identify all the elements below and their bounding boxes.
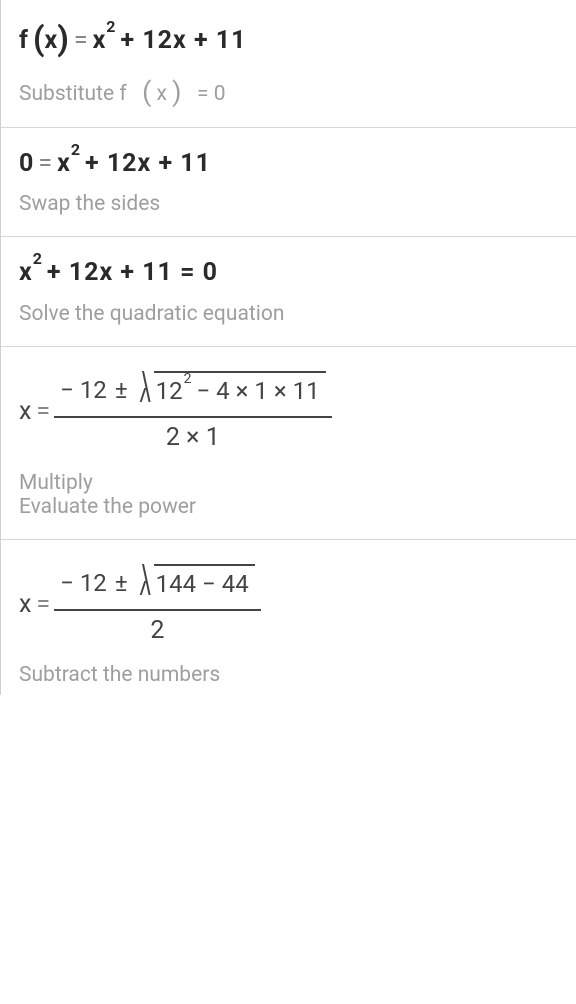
description-4: Multiply Evaluate the power (19, 471, 558, 519)
fraction-numerator: − 12 ± 144 − 44 (54, 560, 261, 611)
sqrt-content: 144 − 44 (154, 564, 255, 603)
desc-line-2: Evaluate the power (19, 495, 558, 519)
var-x: x (45, 25, 58, 58)
rhs-rest: + 12x + 11 = 0 (47, 257, 218, 290)
paren-close: ) (57, 19, 69, 62)
fraction-numerator: − 12 ± 12 2 − 4 × 1 × 11 (54, 367, 331, 418)
paren-open: ( (33, 19, 45, 62)
sqrt-content: 12 2 − 4 × 1 × 11 (154, 371, 326, 410)
equation-2: 0 = x 2 + 12x + 11 (19, 148, 558, 181)
description-5: Subtract the numbers (19, 663, 558, 687)
equation-5: x = − 12 ± 144 − 44 2 (19, 560, 558, 652)
equation-3: x 2 + 12x + 11 = 0 (19, 257, 558, 290)
rhs-base: x (93, 25, 106, 58)
description-1: Substitute f ( x ) = 0 (19, 75, 558, 107)
sqrt: 12 2 − 4 × 1 × 11 (136, 371, 326, 410)
equation-1: f ( x ) = x 2 + 12x + 11 (19, 20, 558, 63)
desc-var: x (157, 82, 167, 106)
equals-sign: = (38, 148, 52, 181)
step-2: 0 = x 2 + 12x + 11 Swap the sides (1, 128, 576, 238)
rhs-base: x (19, 257, 32, 290)
step-4: x = − 12 ± 12 2 − 4 × 1 × 11 2 × (1, 347, 576, 540)
func-name: f (19, 25, 28, 58)
description-2: Swap the sides (19, 192, 558, 216)
num-before: − 12 (60, 568, 107, 599)
rhs-exponent: 2 (106, 17, 115, 38)
rhs-rest: + 12x + 11 (85, 148, 211, 181)
rhs-base: x (57, 148, 70, 181)
fraction-denominator: 2 × 1 (160, 418, 226, 459)
rhs-exponent: 2 (71, 140, 80, 161)
sqrt-sign-icon (136, 371, 154, 410)
equation-4: x = − 12 ± 12 2 − 4 × 1 × 11 2 × (19, 367, 558, 459)
plus-minus: ± (115, 375, 128, 406)
desc-paren-close: ) (172, 76, 181, 108)
plus-minus: ± (115, 568, 128, 599)
equals-sign: = (74, 25, 88, 58)
step-3: x 2 + 12x + 11 = 0 Solve the quadratic e… (1, 237, 576, 347)
fraction: − 12 ± 12 2 − 4 × 1 × 11 2 × 1 (54, 367, 331, 459)
lhs: x (19, 589, 31, 622)
equals-sign: = (36, 396, 50, 429)
fraction-denominator: 2 (144, 611, 170, 652)
sqrt: 144 − 44 (136, 564, 255, 603)
equals-sign: = (36, 589, 50, 622)
desc-line-1: Multiply (19, 471, 558, 495)
desc-text-after: = 0 (197, 82, 226, 106)
lhs: 0 (19, 148, 33, 181)
fraction: − 12 ± 144 − 44 2 (54, 560, 261, 652)
desc-paren-open: ( (142, 76, 151, 108)
description-3: Solve the quadratic equation (19, 302, 558, 326)
rhs-exponent: 2 (33, 249, 42, 270)
rhs-rest: + 12x + 11 (120, 25, 246, 58)
sqrt-rest: − 4 × 1 × 11 (197, 376, 320, 407)
step-5: x = − 12 ± 144 − 44 2 Subtract the numbe… (1, 540, 576, 696)
sqrt-exponent: 2 (184, 370, 192, 388)
step-1: f ( x ) = x 2 + 12x + 11 Substitute f ( … (1, 0, 576, 128)
num-before: − 12 (60, 375, 107, 406)
desc-text-before: Substitute f (19, 82, 127, 106)
sqrt-sign-icon (136, 564, 154, 603)
lhs: x (19, 396, 31, 429)
